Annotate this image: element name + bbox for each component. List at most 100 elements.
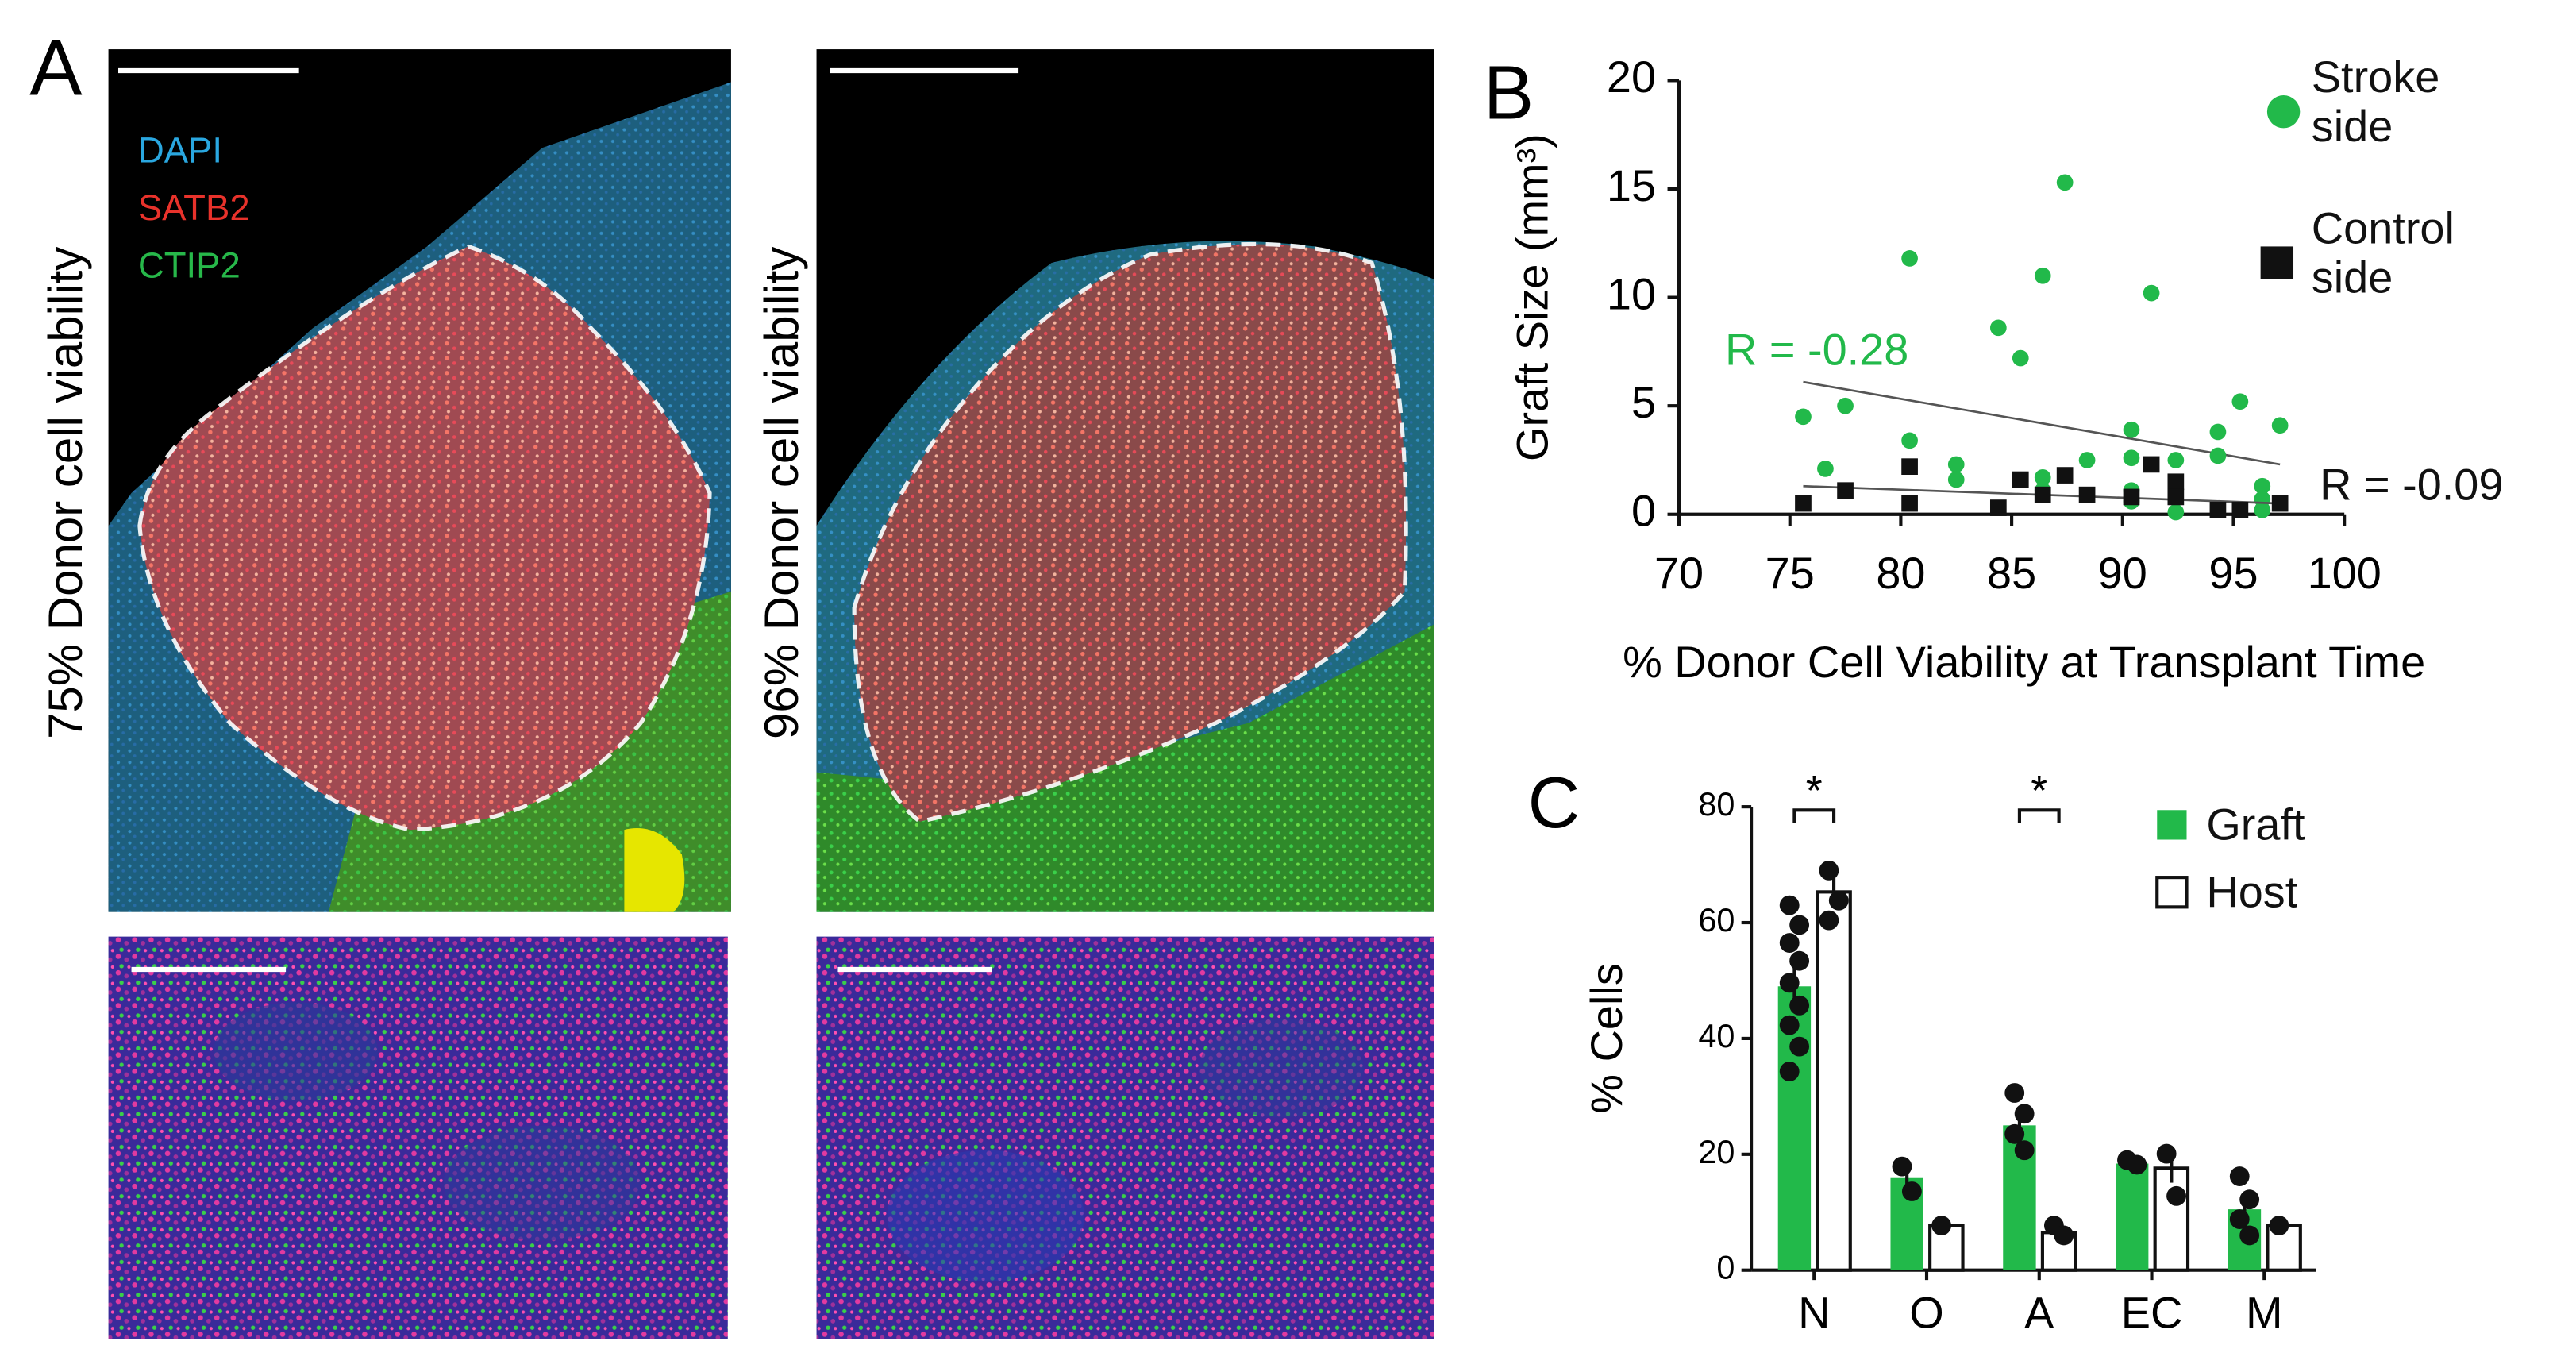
stain-label: DAPI [138,129,222,170]
point [1901,458,1918,476]
data-point [1779,973,1800,993]
point [1989,499,2007,516]
point [2271,417,2289,434]
point [2143,284,2160,302]
point [2167,503,2185,521]
point [1947,471,1965,488]
data-point [2269,1216,2289,1235]
micrograph-label: 75% Donor cell viability [39,247,92,739]
fit-annotation: R = -0.28 [1725,325,1908,375]
legend-marker [2266,95,2301,129]
panel-letter: C [1528,763,1581,843]
legend-marker [2260,246,2294,279]
x-tick-label: 100 [2308,548,2382,598]
bar [2153,1166,2190,1272]
point [1901,432,1918,449]
point [1947,456,1965,473]
point [2012,471,2029,488]
y-tick-label: 20 [1607,52,1656,102]
legend-label: Host [2206,867,2298,917]
data-point [2004,1123,2025,1144]
point [2271,495,2289,512]
data-point [1901,1181,1922,1201]
data-point [1931,1216,1952,1235]
y-tick-label: 5 [1631,377,1656,427]
micrograph-zoom-96 [816,936,1434,1339]
point [1795,408,1812,426]
data-point [1789,915,1810,935]
significance-marker: * [1806,767,1823,815]
x-tick-label: 85 [1987,548,2036,598]
data-point [2166,1185,2186,1206]
x-tick-label: A [2024,1287,2054,1337]
point [1817,461,1834,477]
legend-marker [2155,876,2189,909]
fit-annotation: R = -0.09 [2320,459,2503,509]
x-tick-label: N [1798,1287,1830,1337]
y-tick-label: 80 [1698,786,1735,823]
point [1901,495,1918,512]
point [2167,452,2185,468]
y-tick-label: 40 [1698,1018,1735,1054]
micrograph-96 [816,49,1434,912]
data-point [2014,1140,2035,1161]
data-point [1789,995,1810,1016]
x-tick-label: EC [2121,1287,2183,1337]
point [2123,421,2140,438]
micrograph-label: 96% Donor cell viability [755,247,808,739]
point [2231,501,2249,518]
data-point [1828,890,1849,911]
point [2143,456,2160,473]
data-point [1819,860,1839,881]
legend-marker [2157,810,2187,840]
data-point [2229,1209,2250,1229]
y-axis-label: Graft Size (mm³) [1507,133,1558,461]
point [2056,174,2074,191]
data-point [1779,1015,1800,1035]
point [2078,452,2096,468]
significance-marker: * [2031,767,2047,815]
x-tick-label: M [2246,1287,2283,1337]
data-point [2004,1083,2025,1103]
x-tick-label: O [1909,1287,1943,1337]
micrograph-zoom-75 [108,936,728,1339]
x-tick-label: 80 [1876,548,1925,598]
point [2231,393,2249,410]
fit-line [1803,380,2281,466]
panel-letter: A [29,24,83,112]
data-point [1819,910,1839,931]
point [2123,488,2140,506]
y-axis-label: % Cells [1581,963,1631,1113]
data-point [1789,1036,1810,1057]
point [1989,319,2007,337]
micrograph-75 [108,49,731,912]
point [1795,495,1812,512]
y-tick-label: 0 [1716,1250,1735,1286]
stain-label: SATB2 [138,187,250,228]
data-point [2229,1166,2250,1186]
legend-label: Graft [2206,800,2305,850]
data-point [1779,1062,1800,1081]
x-axis-label: % Donor Cell Viability at Transplant Tim… [1623,637,2425,687]
data-point [2014,1104,2035,1124]
data-point [1892,1156,1912,1177]
y-tick-label: 0 [1631,486,1656,536]
data-point [1779,933,1800,953]
y-tick-label: 20 [1698,1134,1735,1170]
y-tick-label: 15 [1607,160,1656,210]
point [2012,349,2029,367]
data-point [1789,950,1810,971]
point [2123,449,2140,467]
bar [2115,1163,2149,1270]
bar [1816,890,1852,1272]
point [1837,397,1854,414]
legend-label: Control side [2311,203,2455,303]
point [1837,482,1854,499]
stain-label: CTIP2 [138,245,241,285]
x-tick-label: 70 [1654,548,1704,598]
point [2209,501,2227,518]
data-point [2239,1189,2260,1210]
x-tick-label: 90 [2098,548,2147,598]
